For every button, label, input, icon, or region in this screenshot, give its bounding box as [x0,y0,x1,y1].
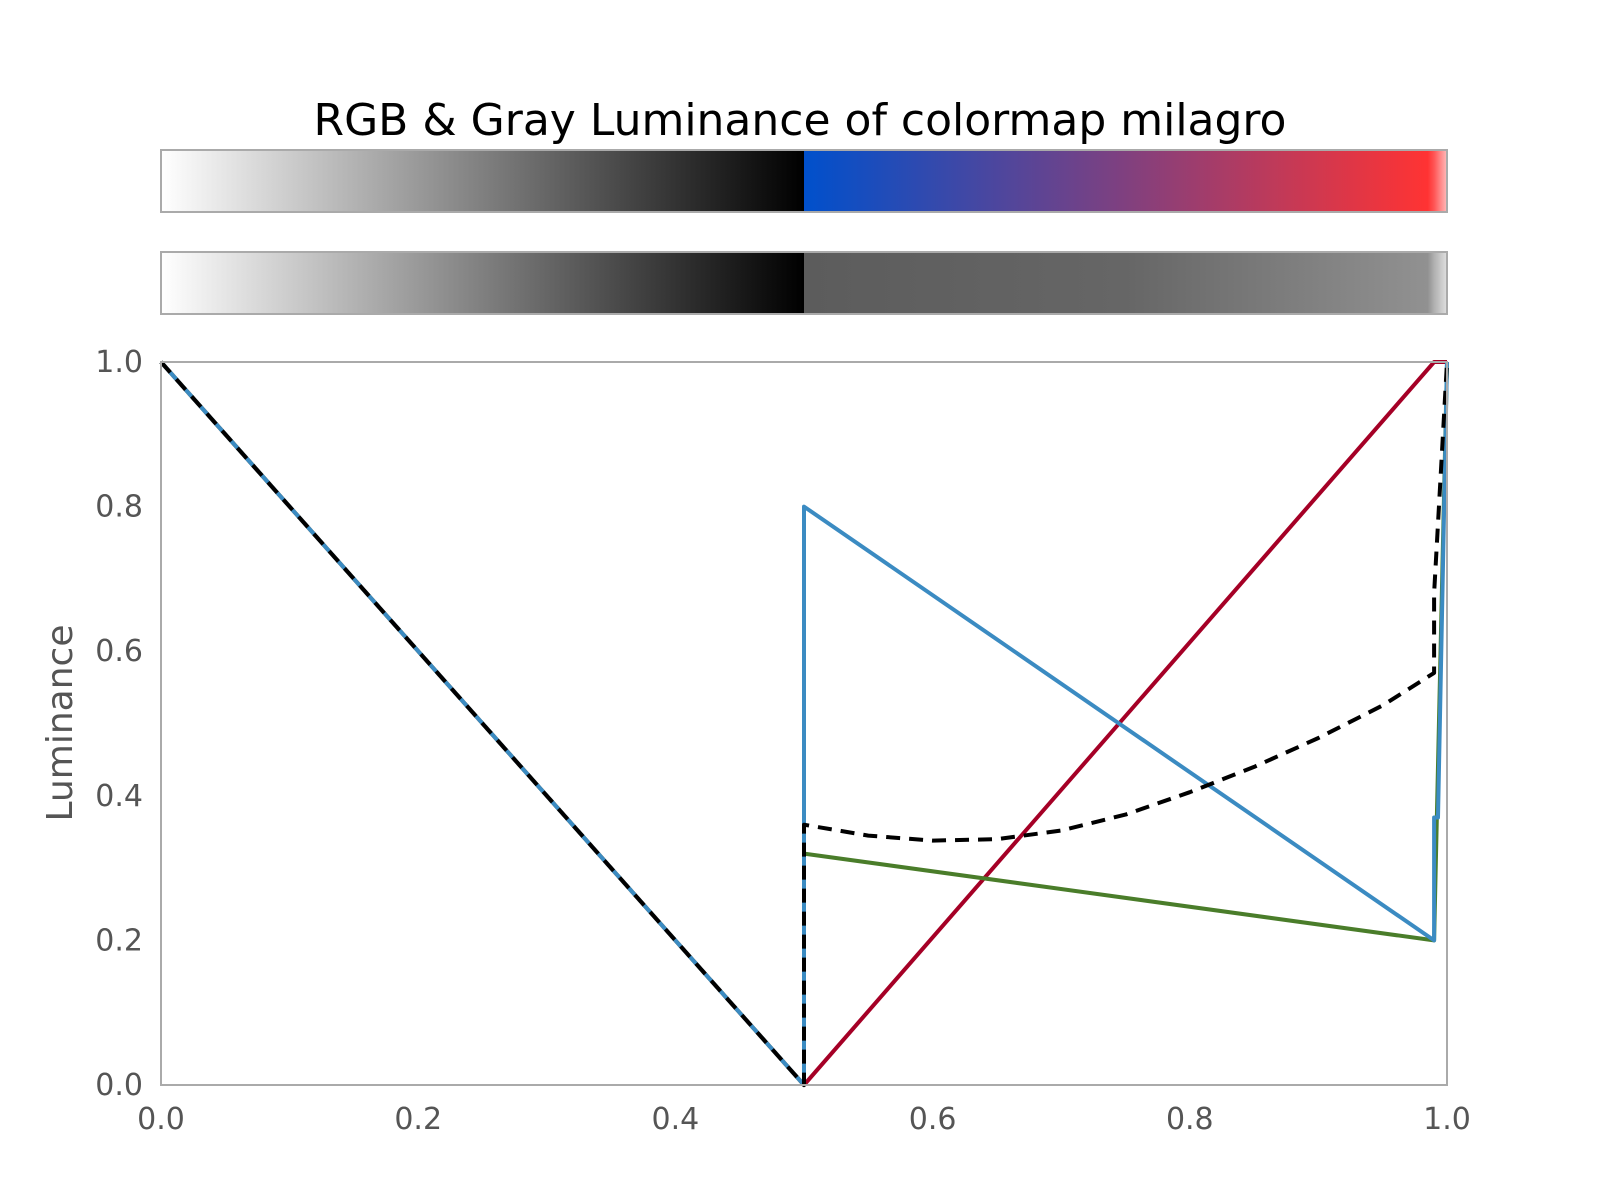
y-axis-label: Luminance [40,625,81,822]
y-tick-label: 0.4 [95,779,143,814]
y-axis: 0.0 0.2 0.4 0.6 0.8 1.0 [95,345,143,1103]
x-tick-label: 0.6 [909,1102,957,1137]
x-tick-label: 0.8 [1166,1102,1214,1137]
x-tick-label: 0.0 [137,1102,185,1137]
y-tick-label: 0.2 [95,923,143,958]
x-axis: 0.0 0.2 0.4 0.6 0.8 1.0 [137,1102,1471,1137]
rgb-colorbar [160,149,1448,213]
series-line-3 [159,360,1449,1087]
y-tick-label: 1.0 [95,345,143,380]
x-tick-label: 1.0 [1423,1102,1471,1137]
y-tick-label: 0.8 [95,490,143,525]
x-tick-label: 0.4 [652,1102,700,1137]
x-tick-label: 0.2 [394,1102,442,1137]
gray-colorbar [160,251,1448,315]
plot-frame [160,361,1448,1086]
y-tick-label: 0.6 [95,634,143,669]
chart-title: RGB & Gray Luminance of colormap milagro [314,95,1287,146]
plot-area [159,360,1449,1087]
series-line-4 [159,360,1449,1087]
y-tick-label: 0.0 [95,1068,143,1103]
